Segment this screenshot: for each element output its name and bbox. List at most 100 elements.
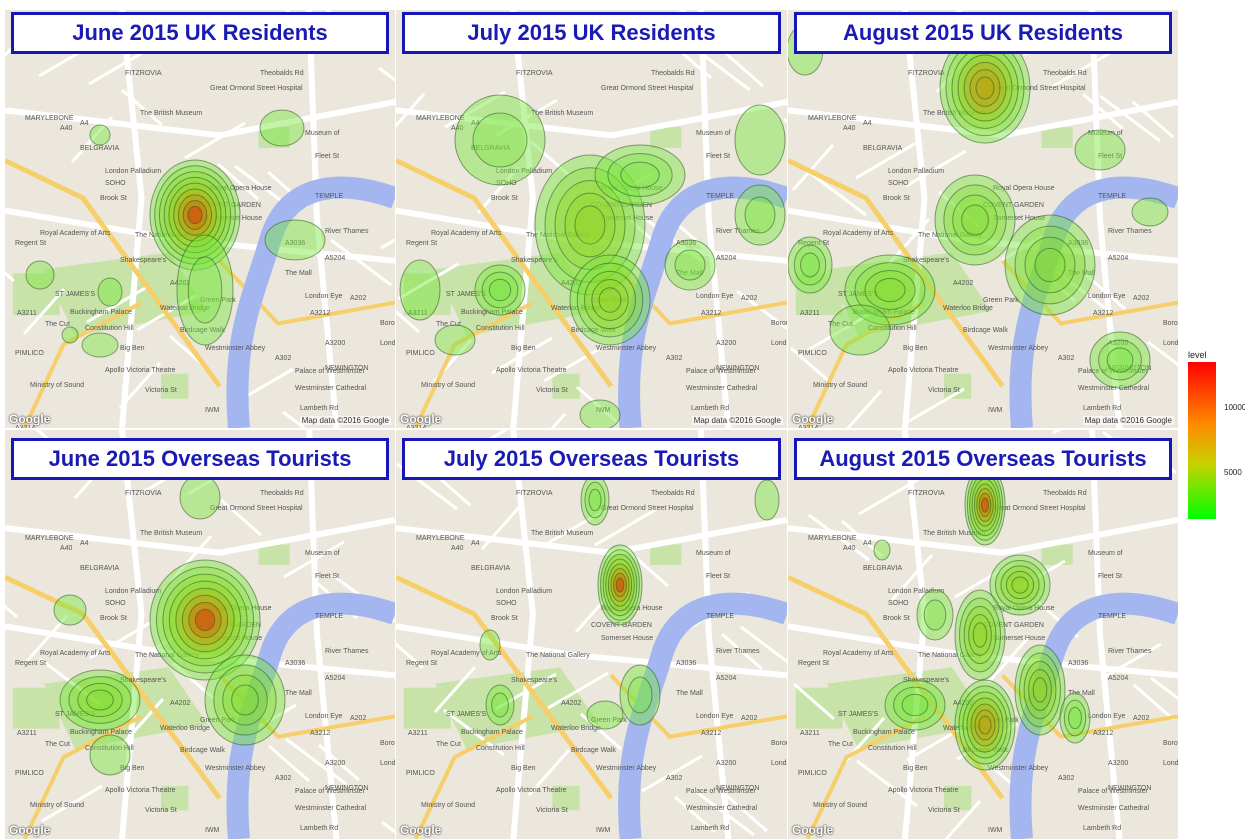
- density-blob: [534, 154, 646, 296]
- map-label: FITZROVIA: [125, 70, 162, 77]
- map-label: The National Gallery: [918, 232, 982, 239]
- legend-title: level: [1188, 350, 1207, 360]
- map-panel[interactable]: FITZROVIA MARYLEBONE The British Museum Gre…: [788, 430, 1178, 839]
- map-label: MARYLEBONE: [808, 115, 857, 122]
- map-label: ST JAMES'S: [446, 291, 486, 298]
- map-label: ST JAMES'S: [838, 291, 878, 298]
- map-label: A3211: [800, 310, 820, 317]
- map-label: MARYLEBONE: [416, 535, 465, 542]
- map-label: Great Ormond Street Hospital: [601, 85, 694, 92]
- map-label: Somerset House: [993, 635, 1045, 642]
- map-label: Royal Opera House: [601, 605, 663, 612]
- map-label: SOHO: [888, 180, 909, 187]
- density-blob: [259, 109, 305, 147]
- density-blob: [454, 94, 546, 186]
- map-label: London Eye: [305, 713, 342, 720]
- map-label: A5204: [325, 675, 345, 682]
- map-label: Westminster Abbey: [596, 765, 657, 772]
- map-label: A4: [80, 540, 89, 547]
- map-label: The British Museum: [531, 110, 593, 117]
- density-blob: [1004, 214, 1096, 316]
- map-label: The British Museum: [140, 110, 202, 117]
- map-label: Great Ormond Street Hospital: [993, 505, 1086, 512]
- map-label: NEWINGTON: [1108, 785, 1151, 792]
- map-label: Buckingham Palace: [70, 309, 132, 316]
- map-label: River Thames: [1108, 228, 1152, 235]
- map-label: Museum of: [1088, 550, 1123, 557]
- map-panel[interactable]: FITZROVIA MARYLEBONE The British Museum Gre…: [5, 430, 395, 839]
- map-label: COVENT GARDEN: [591, 622, 652, 629]
- map-label: Big Ben: [120, 345, 145, 352]
- panel-title: June 2015 UK Residents: [11, 12, 389, 54]
- map-label: A3212: [310, 730, 330, 737]
- map-label: The National Gallery: [135, 232, 199, 239]
- map-label: The Cut: [828, 741, 853, 748]
- map-label: MARYLEBONE: [25, 115, 74, 122]
- density-blob: [53, 594, 87, 626]
- map-label: ST JAMES'S: [446, 711, 486, 718]
- density-blob: [934, 174, 1016, 266]
- map-label: Palace of Westminster: [686, 788, 757, 795]
- map-label: MARYLEBONE: [25, 535, 74, 542]
- map-panel[interactable]: FITZROVIA MARYLEBONE The British Museum Gre…: [396, 430, 787, 839]
- map-label: Waterloo Bridge: [551, 725, 601, 732]
- map-label: The Mall: [676, 690, 703, 697]
- map-label: IWM: [596, 407, 611, 414]
- map-label: A4: [471, 120, 480, 127]
- map-label: Apollo Victoria Theatre: [496, 787, 567, 794]
- map-label: A3212: [1093, 730, 1113, 737]
- density-blob: [176, 234, 234, 346]
- map-label: Big Ben: [903, 765, 928, 772]
- map-label: Buckingham Palace: [461, 729, 523, 736]
- map-label: A3200: [1108, 340, 1128, 347]
- map-panel[interactable]: FITZROVIA MARYLEBONE The British Museum Gre…: [5, 10, 395, 428]
- map-label: A5204: [325, 255, 345, 262]
- map-label: Royal Academy of Arts: [823, 650, 894, 657]
- map-label: A3212: [701, 310, 721, 317]
- map-label: London: [1163, 760, 1178, 767]
- map-label: A3212: [701, 730, 721, 737]
- panel-title: July 2015 UK Residents: [402, 12, 781, 54]
- map-label: Museum of: [1088, 130, 1123, 137]
- map-label: Victoria St: [145, 807, 177, 814]
- density-blob: [954, 679, 1016, 771]
- map-label: Buckingham Palace: [853, 309, 915, 316]
- map-label: A40: [60, 125, 73, 132]
- legend-tick-10000: 10000: [1224, 402, 1245, 412]
- map-label: The National Gallery: [918, 652, 982, 659]
- map-label: Westminster Cathedral: [1078, 385, 1150, 392]
- map-data-credit: Map data ©2016 Google: [299, 416, 391, 425]
- map-label: A4: [863, 120, 872, 127]
- map-label: Museum of: [305, 550, 340, 557]
- map-panel[interactable]: FITZROVIA MARYLEBONE The British Museum Gre…: [396, 10, 787, 428]
- map-label: Fleet St: [315, 153, 339, 160]
- map-label: The National Gallery: [526, 652, 590, 659]
- map-label: Theobalds Rd: [260, 490, 304, 497]
- google-logo: Google: [400, 412, 442, 426]
- density-blob: [954, 589, 1006, 681]
- map-label: MARYLEBONE: [808, 535, 857, 542]
- map-label: The British Museum: [531, 530, 593, 537]
- map-label: Borough: [771, 320, 787, 327]
- map-label: A302: [1058, 355, 1074, 362]
- map-label: A3036: [676, 240, 696, 247]
- map-label: Borough: [380, 320, 395, 327]
- density-blob: [939, 32, 1031, 144]
- map-label: London: [380, 340, 395, 347]
- map-label: Constitution Hill: [85, 325, 134, 332]
- density-blob: [1059, 692, 1091, 744]
- map-label: Somerset House: [993, 215, 1045, 222]
- map-label: River Thames: [716, 228, 760, 235]
- map-label: London Palladium: [496, 588, 552, 595]
- map-label: A40: [843, 545, 856, 552]
- map-label: Big Ben: [511, 765, 536, 772]
- map-panel[interactable]: FITZROVIA MARYLEBONE The British Museum Gre…: [788, 10, 1178, 428]
- map-label: A3200: [716, 760, 736, 767]
- map-label: London Palladium: [105, 588, 161, 595]
- map-label: Palace of Westminster: [295, 788, 366, 795]
- map-label: The Mall: [676, 270, 703, 277]
- map-label: IWM: [988, 407, 1003, 414]
- density-blob: [1014, 644, 1066, 736]
- map-label: Great Ormond Street Hospital: [993, 85, 1086, 92]
- density-blob: [264, 219, 326, 261]
